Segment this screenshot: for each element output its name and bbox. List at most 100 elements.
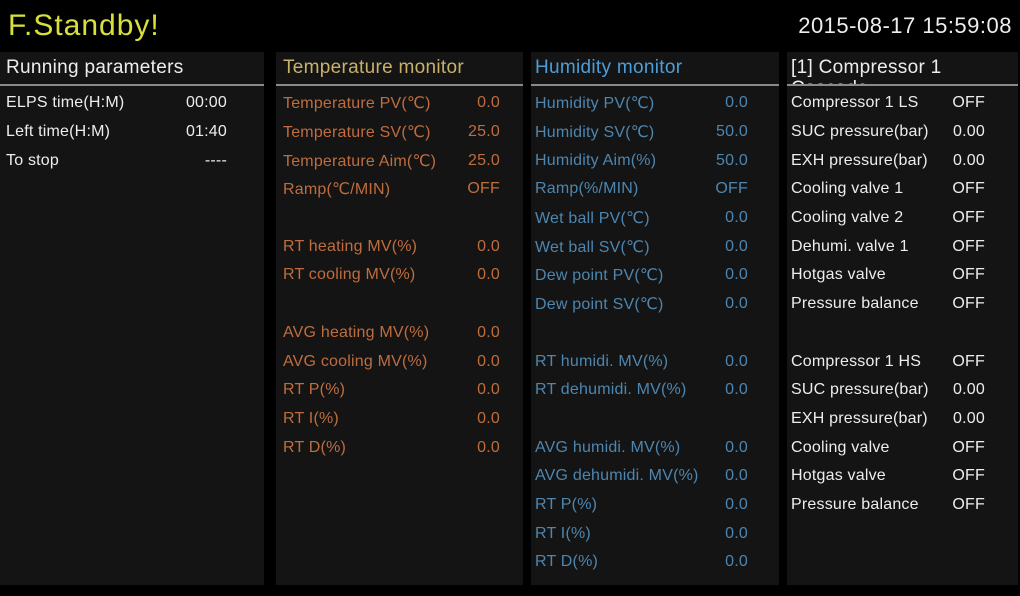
parameter-row: Humidity PV(℃) 0.0 bbox=[531, 89, 779, 118]
parameter-label: Cooling valve 2 bbox=[791, 209, 904, 227]
parameter-value: OFF bbox=[952, 295, 985, 313]
parameter-row: Wet ball PV(℃) 0.0 bbox=[531, 204, 779, 233]
parameter-row: RT I(%) 0.0 bbox=[531, 519, 779, 548]
parameter-row: RT heating MV(%) 0.0 bbox=[276, 232, 523, 261]
panel-temperature-monitor: Temperature monitor Temperature PV(℃) 0.… bbox=[276, 52, 523, 585]
parameter-value: 0.0 bbox=[725, 352, 748, 370]
parameter-label: Hotgas valve bbox=[791, 467, 886, 485]
parameter-value: OFF bbox=[952, 438, 985, 456]
parameter-value: 25.0 bbox=[468, 123, 500, 141]
parameter-label: Wet ball PV(℃) bbox=[535, 210, 650, 228]
parameter-label: Left time(H:M) bbox=[6, 123, 111, 141]
parameter-value: 0.0 bbox=[725, 266, 748, 284]
parameter-label: Dehumi. valve 1 bbox=[791, 237, 909, 255]
parameter-value: 0.0 bbox=[725, 237, 748, 255]
parameter-label: RT heating MV(%) bbox=[283, 237, 418, 255]
parameter-label: ELPS time(H:M) bbox=[6, 94, 125, 112]
temperature-monitor-title: Temperature monitor bbox=[276, 52, 523, 86]
parameter-row: SUC pressure(bar) 0.00 bbox=[787, 118, 1018, 147]
running-parameters-rows: ELPS time(H:M) 00:00 Left time(H:M) 01:4… bbox=[0, 86, 264, 585]
parameter-row: Dew point PV(℃) 0.0 bbox=[531, 261, 779, 290]
parameter-value: OFF bbox=[952, 266, 985, 284]
parameter-row: ELPS time(H:M) 00:00 bbox=[0, 89, 264, 118]
parameter-row bbox=[276, 204, 523, 233]
parameter-label: To stop bbox=[6, 151, 59, 169]
parameter-label: Compressor 1 LS bbox=[791, 94, 919, 112]
parameter-label: SUC pressure(bar) bbox=[791, 123, 929, 141]
parameter-label: EXH pressure(bar) bbox=[791, 409, 928, 427]
parameter-row: Cooling valve OFF bbox=[787, 433, 1018, 462]
parameter-row: Cooling valve 1 OFF bbox=[787, 175, 1018, 204]
parameter-label: Humidity SV(℃) bbox=[535, 124, 655, 142]
compressor-1-rows: Compressor 1 LS OFF SUC pressure(bar) 0.… bbox=[787, 86, 1018, 585]
parameter-label: RT cooling MV(%) bbox=[283, 266, 416, 284]
parameter-row: RT P(%) 0.0 bbox=[531, 491, 779, 520]
parameter-row: EXH pressure(bar) 0.00 bbox=[787, 405, 1018, 434]
parameter-row: Cooling valve 2 OFF bbox=[787, 204, 1018, 233]
parameter-row: RT P(%) 0.0 bbox=[276, 376, 523, 405]
parameter-value: 0.0 bbox=[477, 352, 500, 370]
parameter-row: AVG humidi. MV(%) 0.0 bbox=[531, 433, 779, 462]
parameter-label: RT D(%) bbox=[283, 438, 347, 456]
parameter-row bbox=[531, 405, 779, 434]
parameter-row: Wet ball SV(℃) 0.0 bbox=[531, 232, 779, 261]
parameter-row: Ramp(%/MIN) OFF bbox=[531, 175, 779, 204]
parameter-row: Compressor 1 HS OFF bbox=[787, 347, 1018, 376]
parameter-value: 50.0 bbox=[716, 123, 748, 141]
parameter-row: Humidity Aim(%) 50.0 bbox=[531, 146, 779, 175]
parameter-value: OFF bbox=[952, 237, 985, 255]
parameter-row: Hotgas valve OFF bbox=[787, 261, 1018, 290]
parameter-label: Hotgas valve bbox=[791, 266, 886, 284]
parameter-value: OFF bbox=[467, 180, 500, 198]
parameter-row: Dehumi. valve 1 OFF bbox=[787, 232, 1018, 261]
parameter-value: 0.0 bbox=[725, 553, 748, 571]
parameter-label: AVG heating MV(%) bbox=[283, 323, 430, 341]
parameter-value: 0.0 bbox=[725, 209, 748, 227]
temperature-monitor-rows: Temperature PV(℃) 0.0 Temperature SV(℃) … bbox=[276, 86, 523, 585]
parameter-value: OFF bbox=[952, 180, 985, 198]
parameter-label: Dew point PV(℃) bbox=[535, 267, 664, 285]
parameter-label: Humidity PV(℃) bbox=[535, 95, 655, 113]
parameter-value: OFF bbox=[952, 495, 985, 513]
parameter-row: AVG heating MV(%) 0.0 bbox=[276, 319, 523, 348]
parameter-value: ---- bbox=[204, 151, 227, 169]
parameter-label: EXH pressure(bar) bbox=[791, 151, 928, 169]
parameter-label: SUC pressure(bar) bbox=[791, 381, 929, 399]
parameter-label: RT dehumidi. MV(%) bbox=[535, 381, 687, 399]
parameter-value: 0.0 bbox=[725, 381, 748, 399]
parameter-label: Cooling valve bbox=[791, 438, 890, 456]
parameter-row: Dew point SV(℃) 0.0 bbox=[531, 290, 779, 319]
monitor-panels: Running parameters ELPS time(H:M) 00:00 … bbox=[0, 52, 1020, 585]
parameter-row: Pressure balance OFF bbox=[787, 491, 1018, 520]
parameter-row: RT cooling MV(%) 0.0 bbox=[276, 261, 523, 290]
parameter-label: Pressure balance bbox=[791, 295, 919, 313]
parameter-row: Pressure balance OFF bbox=[787, 290, 1018, 319]
parameter-row: EXH pressure(bar) 0.00 bbox=[787, 146, 1018, 175]
parameter-value: 0.00 bbox=[953, 151, 985, 169]
datetime-display: 2015-08-17 15:59:08 bbox=[798, 13, 1012, 38]
parameter-value: 0.0 bbox=[725, 94, 748, 112]
parameter-label: Dew point SV(℃) bbox=[535, 296, 664, 314]
parameter-value: 0.0 bbox=[725, 467, 748, 485]
parameter-label: RT D(%) bbox=[535, 553, 599, 571]
humidity-monitor-rows: Humidity PV(℃) 0.0 Humidity SV(℃) 50.0 H… bbox=[531, 86, 779, 585]
running-parameters-title: Running parameters bbox=[0, 52, 264, 86]
parameter-row: RT humidi. MV(%) 0.0 bbox=[531, 347, 779, 376]
parameter-row: RT D(%) 0.0 bbox=[276, 433, 523, 462]
parameter-value: 0.0 bbox=[477, 94, 500, 112]
parameter-row: Compressor 1 LS OFF bbox=[787, 89, 1018, 118]
parameter-value: OFF bbox=[952, 352, 985, 370]
parameter-row: RT D(%) 0.0 bbox=[531, 548, 779, 577]
parameter-label: Ramp(%/MIN) bbox=[535, 180, 639, 198]
parameter-value: 0.0 bbox=[477, 323, 500, 341]
parameter-value: 0.00 bbox=[953, 123, 985, 141]
parameter-label: Pressure balance bbox=[791, 495, 919, 513]
parameter-label: RT I(%) bbox=[283, 409, 339, 427]
parameter-value: 0.0 bbox=[725, 524, 748, 542]
parameter-label: RT P(%) bbox=[535, 495, 598, 513]
machine-status-title: F.Standby! bbox=[8, 9, 160, 42]
parameter-row bbox=[787, 319, 1018, 348]
parameter-row: RT I(%) 0.0 bbox=[276, 405, 523, 434]
parameter-row bbox=[276, 290, 523, 319]
parameter-label: RT humidi. MV(%) bbox=[535, 352, 669, 370]
